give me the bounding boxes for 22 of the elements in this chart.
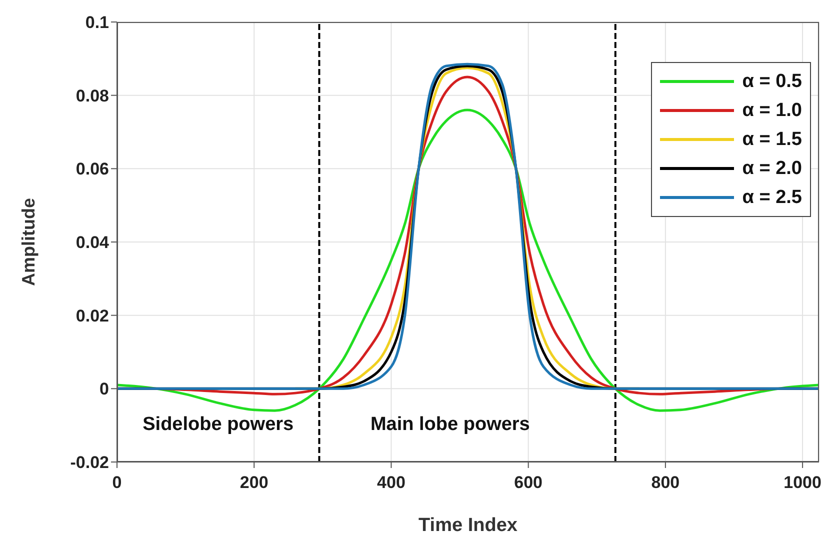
annotation: Sidelobe powers [142,414,294,436]
x-tick-label: 200 [240,473,268,492]
y-tick-label: 0.06 [76,160,109,179]
x-axis-title: Time Index [418,515,518,533]
x-tick-label: 0 [112,473,122,492]
x-tick-label: 1000 [784,473,822,492]
legend-label: α = 0.5 [742,70,802,92]
y-tick-label: 0.04 [76,233,110,252]
x-tick-label: 800 [651,473,680,492]
legend-label: α = 2.5 [742,186,802,208]
y-tick-label: 0.02 [76,306,109,326]
legend-label: α = 1.5 [742,128,802,150]
x-tick-label: 600 [514,473,543,492]
y-tick-label: -0.02 [70,453,109,472]
y-tick-label: 0 [100,380,109,399]
y-tick-label: 0.1 [85,13,109,32]
y-axis-title: Amplitude [18,198,38,286]
legend-label: α = 2.0 [742,158,802,180]
x-tick-label: 400 [377,473,406,492]
legend-label: α = 1.0 [742,100,802,122]
annotation: Main lobe powers [370,414,530,436]
y-tick-label: 0.08 [76,86,109,106]
